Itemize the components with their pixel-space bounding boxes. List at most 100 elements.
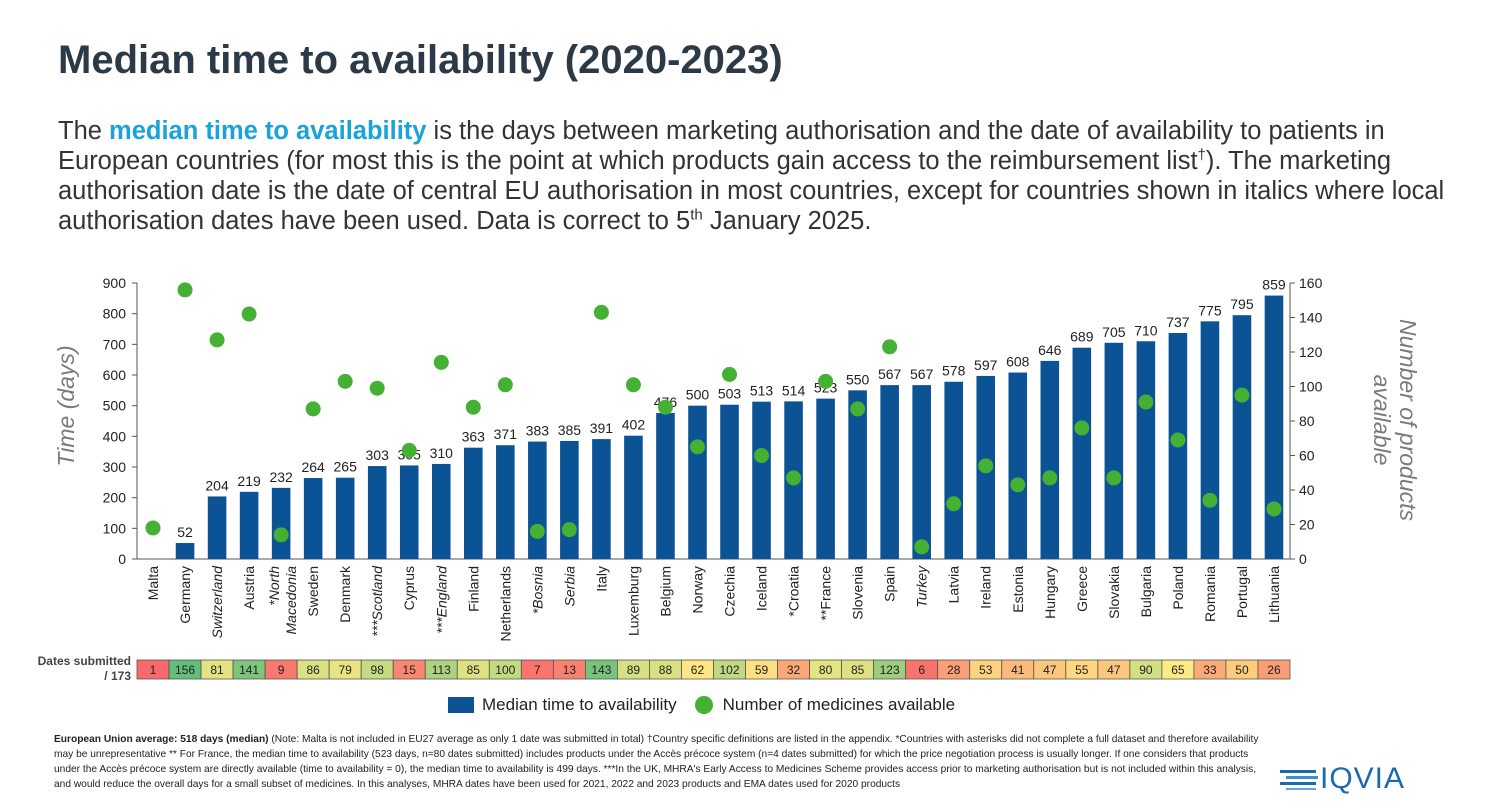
medicines-dot <box>561 522 577 538</box>
bar <box>1136 341 1156 559</box>
intro-prefix: The <box>58 117 110 145</box>
bar-value-label: 500 <box>686 387 710 403</box>
category-label: Cyprus <box>401 566 417 610</box>
legend-item-dots: Number of medicines available <box>694 695 956 715</box>
bar-value-label: 503 <box>718 386 742 402</box>
bar-value-label: 402 <box>622 417 646 433</box>
bar-value-label: 737 <box>1166 314 1190 330</box>
dates-cell-value: 141 <box>239 663 259 677</box>
y2-axis-title-line2: available <box>1369 375 1395 466</box>
bar-value-label: 513 <box>750 383 774 399</box>
dates-cell-value: 65 <box>1171 663 1185 677</box>
dates-cell-value: 100 <box>495 663 515 677</box>
medicines-dot <box>689 439 705 455</box>
right-tick-label: 80 <box>1299 413 1315 429</box>
intro-part1: is the days between marketing authorisat… <box>58 117 1385 175</box>
dates-cell-value: 62 <box>691 663 705 677</box>
bar-value-label: 303 <box>366 447 390 463</box>
medicines-dot <box>177 282 193 298</box>
medicines-dot <box>593 304 609 320</box>
legend-item-bars: Median time to availability <box>448 695 677 715</box>
bar-value-label: 646 <box>1038 342 1062 358</box>
medicines-dot <box>978 458 994 474</box>
dates-cell-value: 81 <box>210 663 224 677</box>
medicines-dot <box>1170 432 1186 448</box>
bar <box>496 445 515 559</box>
category-label-line1: *North <box>266 566 282 606</box>
bar-value-label: 52 <box>177 524 193 540</box>
bar <box>271 487 291 559</box>
category-label: Portugal <box>1234 566 1250 618</box>
intro-part3: January 2025. <box>702 207 872 235</box>
bar <box>303 478 323 559</box>
dates-cell-value: 86 <box>306 663 320 677</box>
category-label: Ireland <box>978 566 994 609</box>
dates-cell-value: 50 <box>1235 663 1249 677</box>
dates-cell-value: 80 <box>819 663 833 677</box>
dates-cell-value: 41 <box>1011 663 1025 677</box>
bar <box>175 543 195 559</box>
bar-value-label: 567 <box>910 366 934 382</box>
medicines-dot <box>497 377 513 393</box>
bar <box>431 463 451 559</box>
medicines-dot <box>529 523 545 539</box>
category-label: Norway <box>689 566 705 613</box>
y2-axis-title-line1: Number of products <box>1395 319 1421 521</box>
left-tick-label: 100 <box>103 520 127 536</box>
dates-cell-value: 6 <box>918 663 925 677</box>
right-tick-label: 160 <box>1299 275 1323 291</box>
bar <box>367 466 387 559</box>
medicines-dot <box>882 339 898 355</box>
dates-cell-value: 98 <box>371 663 385 677</box>
legend-dot-label: Number of medicines available <box>722 695 956 714</box>
category-label: Hungary <box>1042 566 1058 619</box>
medicines-dot <box>369 380 385 396</box>
right-tick-label: 120 <box>1299 344 1323 360</box>
left-tick-label: 0 <box>118 551 126 567</box>
medicines-dot <box>337 373 353 389</box>
dates-cell-value: 79 <box>339 663 353 677</box>
bar <box>720 404 739 559</box>
bar-value-label: 578 <box>942 363 966 379</box>
bar <box>1040 360 1060 559</box>
dates-cell-value: 59 <box>755 663 769 677</box>
category-label: Germany <box>177 566 193 624</box>
category-label: ***England <box>433 565 449 634</box>
bar <box>848 390 867 559</box>
medicines-dot <box>241 306 257 322</box>
dates-cell-value: 156 <box>175 663 195 677</box>
medicines-dot <box>305 401 321 417</box>
footnote: European Union average: 518 days (median… <box>54 732 1274 792</box>
medicines-dot <box>1138 394 1154 410</box>
category-label: Malta <box>145 566 161 600</box>
category-label: Latvia <box>946 566 962 604</box>
dates-cell-value: 7 <box>534 663 541 677</box>
bar-value-label: 514 <box>782 382 806 398</box>
right-tick-label: 0 <box>1299 551 1307 567</box>
dates-label-line2: / 173 <box>104 669 131 683</box>
dates-cell-value: 102 <box>719 663 739 677</box>
footnote-bold: European Union average: 518 days (median… <box>54 734 269 745</box>
category-label: Austria <box>241 566 257 610</box>
left-tick-label: 300 <box>103 459 127 475</box>
dates-cell-value: 85 <box>851 663 865 677</box>
iqvia-logo: IQVIA <box>1278 762 1405 795</box>
category-label: Belgium <box>657 566 673 617</box>
category-label: Netherlands <box>497 566 513 642</box>
bar-value-label: 383 <box>526 423 550 439</box>
category-label: Romania <box>1202 566 1218 622</box>
category-label: Turkey <box>914 565 930 608</box>
medicines-dot <box>1074 420 1090 436</box>
medicines-dot <box>1202 492 1218 508</box>
medicines-dot <box>722 366 738 382</box>
medicines-dot <box>273 527 289 543</box>
dates-cell-value: 113 <box>432 663 451 677</box>
intro-part2: ). The marketing authorisation date is t… <box>58 147 1445 235</box>
bar <box>1264 295 1284 559</box>
category-label: Iceland <box>754 566 770 611</box>
dates-cell-value: 55 <box>1075 663 1089 677</box>
intro-highlight: median time to availability <box>109 117 427 145</box>
category-label: *Bosnia <box>529 566 545 614</box>
bar-value-label: 567 <box>878 366 902 382</box>
bar-value-label: 363 <box>462 429 486 445</box>
